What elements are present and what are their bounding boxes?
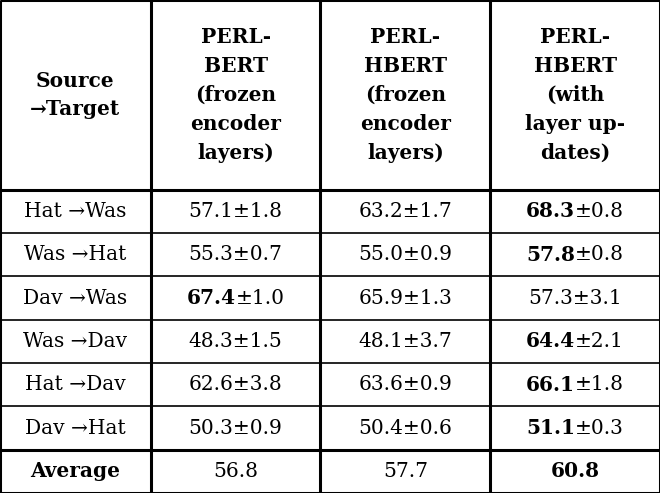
Text: Was →Dav: Was →Dav: [23, 332, 127, 351]
Text: 48.3±1.5: 48.3±1.5: [189, 332, 282, 351]
Text: 60.8: 60.8: [550, 461, 600, 481]
Text: ±0.3: ±0.3: [575, 419, 624, 437]
Text: Dav →Was: Dav →Was: [23, 288, 127, 308]
Text: 68.3: 68.3: [526, 202, 575, 221]
Text: 55.3±0.7: 55.3±0.7: [189, 246, 282, 264]
Text: ±2.1: ±2.1: [575, 332, 624, 351]
Text: PERL-
BERT
(frozen
encoder
layers): PERL- BERT (frozen encoder layers): [190, 27, 281, 163]
Text: Dav →Hat: Dav →Hat: [25, 419, 126, 437]
Text: 50.3±0.9: 50.3±0.9: [189, 419, 282, 437]
Text: 63.2±1.7: 63.2±1.7: [358, 202, 452, 221]
Text: Was →Hat: Was →Hat: [24, 246, 127, 264]
Text: 48.1±3.7: 48.1±3.7: [358, 332, 452, 351]
Text: 67.4: 67.4: [187, 288, 236, 308]
Text: 57.8: 57.8: [526, 245, 575, 265]
Text: 57.3±3.1: 57.3±3.1: [528, 288, 622, 308]
Text: PERL-
HBERT
(frozen
encoder
layers): PERL- HBERT (frozen encoder layers): [360, 27, 451, 163]
Text: 66.1: 66.1: [526, 375, 575, 395]
Text: 50.4±0.6: 50.4±0.6: [358, 419, 452, 437]
Text: Average: Average: [30, 461, 120, 481]
Text: 55.0±0.9: 55.0±0.9: [358, 246, 452, 264]
Text: 57.7: 57.7: [383, 462, 428, 481]
Text: 57.1±1.8: 57.1±1.8: [189, 202, 282, 221]
Text: ±0.8: ±0.8: [575, 246, 624, 264]
Text: ±0.8: ±0.8: [575, 202, 624, 221]
Text: 51.1: 51.1: [526, 418, 575, 438]
Text: 65.9±1.3: 65.9±1.3: [358, 288, 452, 308]
Text: 62.6±3.8: 62.6±3.8: [189, 375, 282, 394]
Text: Source
→Target: Source →Target: [30, 70, 120, 119]
Text: Hat →Was: Hat →Was: [24, 202, 127, 221]
Text: PERL-
HBERT
(with
layer up-
dates): PERL- HBERT (with layer up- dates): [525, 27, 625, 163]
Text: Hat →Dav: Hat →Dav: [25, 375, 126, 394]
Text: 56.8: 56.8: [213, 462, 258, 481]
Text: 64.4: 64.4: [526, 331, 575, 352]
Text: ±1.8: ±1.8: [575, 375, 624, 394]
Text: 63.6±0.9: 63.6±0.9: [358, 375, 452, 394]
Text: ±1.0: ±1.0: [236, 288, 284, 308]
